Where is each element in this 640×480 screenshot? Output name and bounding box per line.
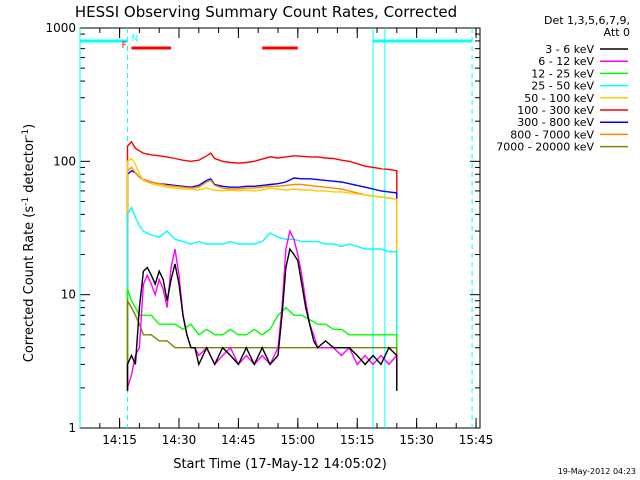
- y-axis-label-mid: detector: [22, 137, 37, 197]
- x-tick-label: 15:30: [399, 433, 434, 447]
- y-axis-label: Corrected Count Rate (s-1 detector-1): [21, 124, 37, 362]
- legend-label: 800 - 7000 keV: [510, 128, 594, 141]
- legend-label: 3 - 6 keV: [545, 43, 594, 56]
- x-tick-label: 14:45: [221, 433, 256, 447]
- y-axis-label-end: ): [22, 124, 37, 129]
- y-tick-label: 1: [68, 421, 76, 435]
- legend-header-line1: Det 1,3,5,6,7,9,: [544, 14, 630, 27]
- series-line: [126, 169, 398, 391]
- legend-label: 6 - 12 keV: [538, 55, 594, 68]
- y-tick-label: 100: [53, 154, 76, 168]
- series-line: [126, 228, 398, 391]
- x-tick-label: 14:15: [102, 433, 137, 447]
- legend-label: 7000 - 20000 keV: [496, 141, 594, 154]
- footer-date: 19-May-2012 04:23: [558, 467, 636, 476]
- y-tick-label: 1000: [45, 21, 76, 35]
- legend-label: 300 - 800 keV: [517, 116, 594, 129]
- y-axis-label-sup2: -1: [21, 129, 31, 138]
- flag-f-label: F: [122, 41, 127, 51]
- series-line: [126, 206, 398, 391]
- series-line: [126, 247, 398, 391]
- y-tick-label: 10: [61, 288, 76, 302]
- x-tick-label: 15:00: [281, 433, 316, 447]
- legend-label: 12 - 25 keV: [531, 67, 594, 80]
- x-axis-label: Start Time (17-May-12 14:05:02): [173, 457, 387, 472]
- plot-area: 1 10 100 1000 14:15 14:30 14:45 15:00 15:15 15:30…: [45, 21, 493, 447]
- legend-label: 100 - 300 keV: [517, 104, 594, 117]
- series-line: [126, 288, 398, 391]
- flag-n-label: N: [131, 34, 138, 44]
- series-line: [126, 166, 398, 391]
- chart-title: HESSI Observing Summary Count Rates, Cor…: [75, 3, 457, 21]
- legend-label: 25 - 50 keV: [531, 80, 594, 93]
- y-axis-label-sup1: -1: [21, 197, 31, 206]
- series-line: [126, 157, 398, 391]
- x-tick-label: 15:45: [459, 433, 494, 447]
- plot-frame: [79, 27, 481, 429]
- x-tick-label: 15:15: [340, 433, 375, 447]
- legend-header-line2: Att 0: [604, 26, 630, 39]
- series-line: [126, 298, 398, 391]
- series-line: [126, 140, 398, 391]
- x-tick-label: 14:30: [162, 433, 197, 447]
- y-axis-label-main: Corrected Count Rate (s: [22, 206, 37, 363]
- legend-label: 50 - 100 keV: [524, 92, 594, 105]
